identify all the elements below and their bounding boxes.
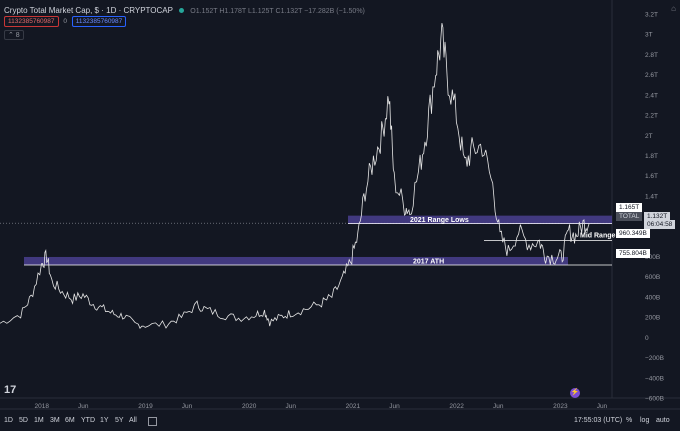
symbol-title[interactable]: Crypto Total Market Cap, $ · 1D · CRYPTO… <box>4 6 173 15</box>
bolt-icon[interactable]: ⚡ <box>570 388 580 398</box>
time-axis-label: Jun <box>78 403 89 410</box>
total-value-tag: 1.132T <box>644 212 671 221</box>
timeframe-6m[interactable]: 6M <box>65 417 75 424</box>
range-lows-zone <box>348 215 612 224</box>
price-axis-label: 600B <box>645 274 660 281</box>
price-axis-label: 2.4T <box>645 92 658 99</box>
timeframe-all[interactable]: All <box>129 417 137 424</box>
price-axis-label: 1.4T <box>645 193 658 200</box>
ath-2017-zone <box>24 256 568 265</box>
chart-header: Crypto Total Market Cap, $ · 1D · CRYPTO… <box>4 6 365 15</box>
mid-range-label: Mid Range <box>580 232 615 239</box>
timeframe-5y[interactable]: 5Y <box>115 417 124 424</box>
time-axis-label: 2018 <box>34 403 49 410</box>
price-axis-label: 0 <box>645 335 649 342</box>
price-axis-label: 200B <box>645 315 660 322</box>
market-status-icon <box>179 8 185 14</box>
price-axis-label: 2.2T <box>645 113 658 120</box>
input-separator: 0 <box>63 18 67 25</box>
time-axis-label: 2022 <box>449 403 464 410</box>
ath-2017-label: 2017 ATH <box>413 258 444 265</box>
price-axis-label: 3T <box>645 32 653 39</box>
price-axis-label: 1.8T <box>645 153 658 160</box>
total-label-tag: TOTAL <box>616 212 643 221</box>
high-price-tag: 1.165T <box>616 203 643 212</box>
price-axis-label: −600B <box>645 396 664 403</box>
price-scale-icon[interactable]: ⌂ <box>671 4 676 13</box>
time-axis-label: 2019 <box>138 403 153 410</box>
countdown-tag: 06:04:58 <box>644 220 676 229</box>
price-axis-label: 400B <box>645 294 660 301</box>
price-axis-label: −200B <box>645 355 664 362</box>
time-axis-label: 2020 <box>242 403 257 410</box>
log-toggle[interactable]: log <box>640 417 650 424</box>
ohlc-values: O1.152T H1.178T L1.125T C1.132T −17.282B… <box>190 8 365 15</box>
time-axis-label: Jun <box>597 403 608 410</box>
timeframe-5d[interactable]: 5D <box>19 417 28 424</box>
price-axis-label: −400B <box>645 375 664 382</box>
price-axis-label: 2T <box>645 133 653 140</box>
timeframe-ytd[interactable]: YTD <box>81 417 95 424</box>
timeframe-3m[interactable]: 3M <box>50 417 60 424</box>
price-axis-label: 2.8T <box>645 52 658 59</box>
bottom-toolbar: 1D 5D 1M 3M 6M YTD 1Y 5Y All 17:55:03 (U… <box>0 411 680 431</box>
time-axis-label: 2023 <box>553 403 568 410</box>
clock-readout[interactable]: 17:55:03 (UTC) <box>574 417 623 424</box>
price-axis-label: 1.6T <box>645 173 658 180</box>
range-lows-label: 2021 Range Lows <box>410 217 469 224</box>
red-input-field[interactable]: 1132385760987 <box>4 16 59 27</box>
price-series-line <box>0 23 590 330</box>
calendar-icon[interactable] <box>148 417 157 426</box>
collapse-legend-button[interactable]: ⌃ 8 <box>4 30 24 40</box>
time-axis-label: 2021 <box>346 403 361 410</box>
time-axis-label: Jun <box>493 403 504 410</box>
percent-toggle[interactable]: % <box>626 417 633 424</box>
timeframe-1y[interactable]: 1Y <box>100 417 109 424</box>
mid-price-tag: 960.349B <box>616 229 650 238</box>
timeframe-1d[interactable]: 1D <box>4 417 13 424</box>
price-axis-label: 2.6T <box>645 72 658 79</box>
timeframe-1m[interactable]: 1M <box>34 417 44 424</box>
time-axis-label: Jun <box>389 403 400 410</box>
price-axis-label: 3.2T <box>645 12 658 19</box>
time-axis-label: Jun <box>182 403 193 410</box>
low-price-tag: 755.804B <box>616 249 650 258</box>
price-axis-label: 800B <box>645 254 660 261</box>
tradingview-logo[interactable]: 17 <box>4 384 17 396</box>
blue-input-field[interactable]: 1132385760987 <box>71 16 127 27</box>
indicator-inputs: 1132385760987 0 1132385760987 <box>4 16 129 27</box>
time-axis-label: Jun <box>286 403 297 410</box>
auto-toggle[interactable]: auto <box>656 417 670 424</box>
